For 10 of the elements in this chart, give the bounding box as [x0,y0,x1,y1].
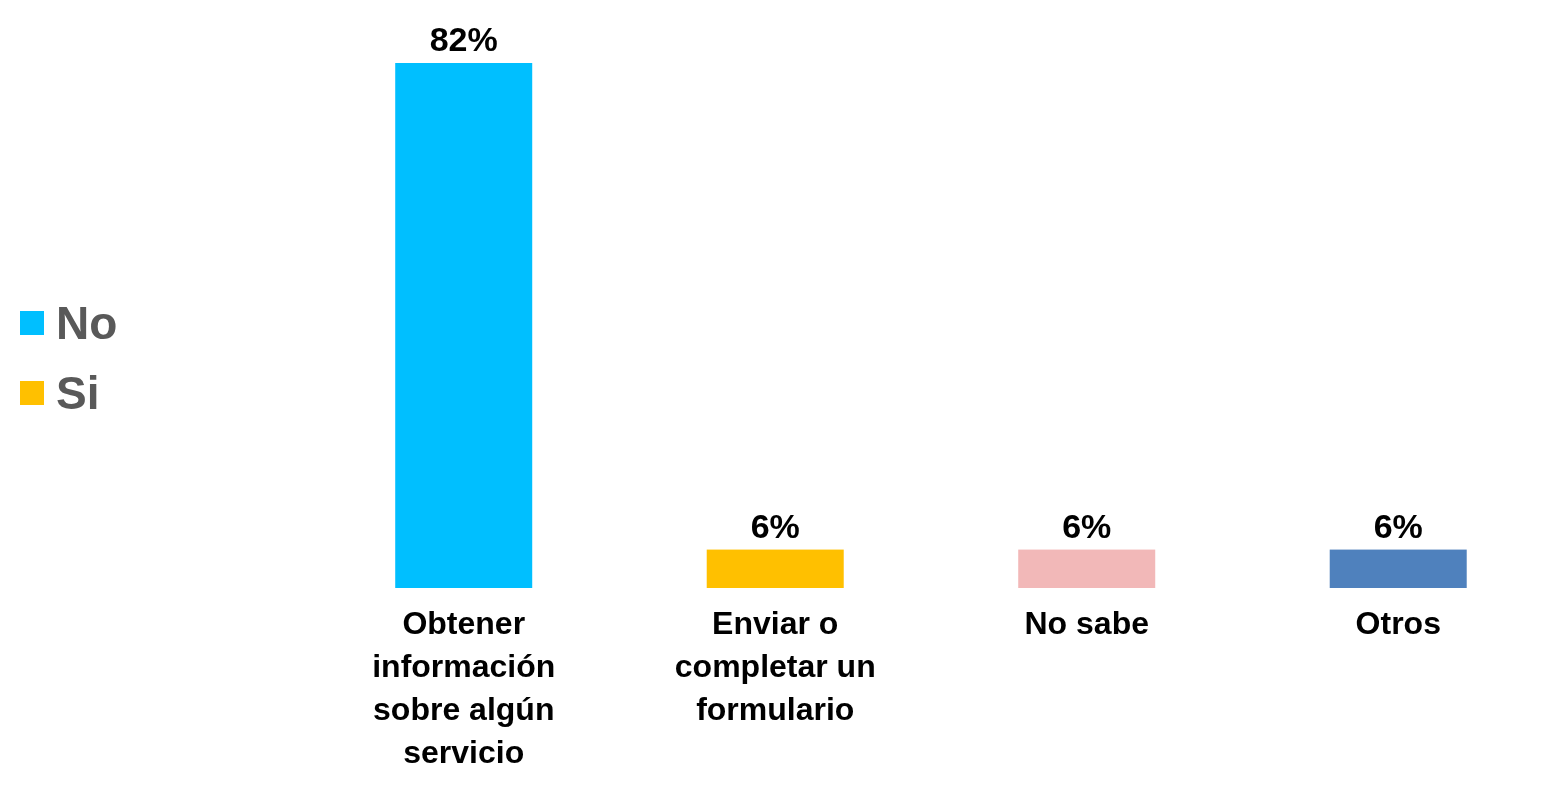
data-label: 6% [1062,506,1112,545]
data-label: 82% [429,20,498,58]
legend-label: Si [56,366,100,420]
data-label: 6% [1373,506,1423,545]
x-tick-label: No sabe [1024,605,1149,641]
x-tick-label: Obtener información sobre algún servicio [372,605,556,770]
data-label: 6% [750,506,800,545]
x-tick-label: Enviar o completar un formulario [674,605,876,727]
x-tick-label: Otros [1355,605,1441,641]
legend-label: No [56,296,118,350]
